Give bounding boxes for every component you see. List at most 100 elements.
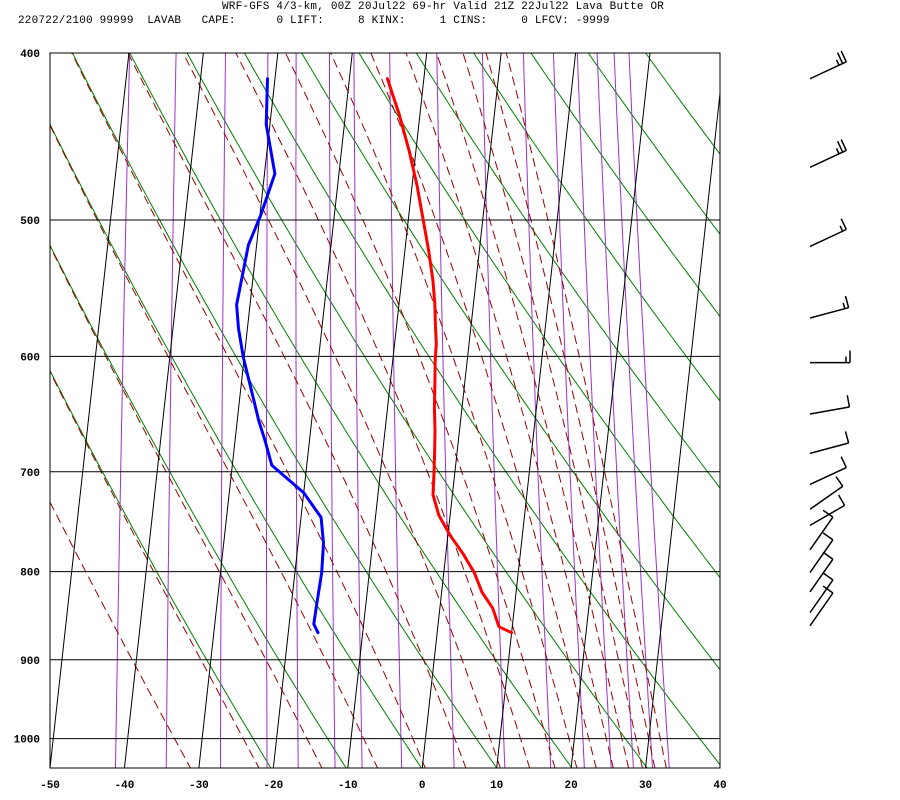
wind-barb <box>809 572 834 614</box>
isotherm-line <box>645 89 720 768</box>
dry-adiabat-line <box>644 53 720 155</box>
wind-barb-shaft <box>809 592 834 627</box>
chart-title-line-2: 220722/2100 99999 LAVAB CAPE: 0 LIFT: 8 … <box>18 15 610 27</box>
isotherm-line <box>50 53 130 768</box>
wind-barb-feather <box>840 139 847 151</box>
wind-barb <box>809 395 851 415</box>
wind-barb-feather <box>844 295 850 308</box>
wind-barb <box>809 494 846 527</box>
x-tick-label: -30 <box>189 780 209 792</box>
x-tick-label: -50 <box>40 780 60 792</box>
mixing-ratio-line <box>436 53 455 768</box>
dry-adiabat-line <box>50 369 272 768</box>
wind-barb <box>809 218 847 248</box>
moist-adiabat-line <box>50 124 379 768</box>
wind-barb-feather <box>822 585 834 594</box>
wind-barb-shaft <box>809 466 847 486</box>
wind-barb-feather <box>840 456 847 468</box>
wind-barb-feather <box>840 218 847 230</box>
mixing-ratio-line <box>552 53 585 768</box>
mixing-ratio-line <box>266 53 269 768</box>
wind-barb-shaft <box>809 558 834 593</box>
sounding-profiles <box>235 77 514 635</box>
moist-adiabat-line <box>505 53 667 768</box>
moist-adiabat-line <box>50 245 323 768</box>
wind-barb-feather <box>840 50 847 63</box>
mixing-ratio-line <box>165 53 177 768</box>
dewpoint-profile-line <box>235 77 325 635</box>
pressure-tick-label: 700 <box>20 468 40 480</box>
isotherm-line <box>272 53 353 768</box>
wind-barb <box>809 532 834 574</box>
wind-barb-shaft <box>809 306 849 319</box>
dry-adiabat-line <box>129 53 573 768</box>
isotherm-line <box>123 53 204 768</box>
mixing-ratio-line <box>481 53 506 768</box>
moist-adiabat-line <box>370 53 597 768</box>
moist-adiabat-line <box>50 370 260 768</box>
isotherm-line <box>570 53 651 768</box>
dry-adiabat-line <box>71 53 498 768</box>
dry-adiabat-line <box>473 53 720 402</box>
x-tick-label: -40 <box>115 780 135 792</box>
wind-barb-shaft <box>809 61 847 80</box>
x-tick-label: 40 <box>713 780 726 792</box>
wind-barb-shaft <box>809 516 834 551</box>
wind-barb <box>809 456 847 486</box>
wind-barb <box>809 585 834 627</box>
dry-adiabat-line <box>587 53 720 235</box>
wind-barb-shaft <box>809 504 845 527</box>
wind-barb-shaft <box>809 406 850 415</box>
mixing-ratio-line <box>219 53 227 768</box>
wind-barb <box>809 509 834 551</box>
dry-adiabat-line <box>301 53 720 671</box>
wind-barb-feather <box>822 509 834 518</box>
isotherm-line <box>496 53 577 768</box>
x-tick-label: -20 <box>263 780 283 792</box>
wind-barbs <box>809 50 851 627</box>
wind-barb <box>809 431 850 455</box>
isotherm-line <box>719 763 720 768</box>
moist-adiabat-line <box>405 53 614 768</box>
moist-adiabat-line <box>71 53 426 768</box>
wind-barb <box>809 350 851 364</box>
moist-adiabat-line <box>435 53 630 768</box>
wind-barb-half-feather <box>835 59 840 66</box>
moist-adiabat-line <box>330 53 578 768</box>
wind-barb <box>809 551 834 593</box>
dry-adiabat-line <box>415 53 720 489</box>
mixing-ratio-line <box>522 53 552 768</box>
pressure-tick-label: 400 <box>20 49 40 61</box>
x-tick-label: 20 <box>565 780 578 792</box>
wind-barb-half-feather <box>839 225 844 232</box>
wind-barb-feather <box>822 532 834 541</box>
wind-barb-feather <box>836 140 844 153</box>
wind-barb <box>809 139 847 168</box>
dry-adiabat-line <box>50 244 347 768</box>
moist-adiabat-line <box>462 53 643 768</box>
wind-barb-shaft <box>809 228 847 248</box>
x-tick-label: -10 <box>338 780 358 792</box>
x-tick-label: 30 <box>639 780 652 792</box>
wind-barb-feather <box>846 395 851 408</box>
mixing-ratio-lines <box>114 53 670 768</box>
wind-barb-shaft <box>809 579 834 614</box>
chart-title-line-1: WRF-GFS 4/3-km, 00Z 20Jul22 69-hr Valid … <box>222 1 665 13</box>
wind-barb-shaft <box>809 442 849 455</box>
wind-barb-feather <box>835 476 844 487</box>
wind-barb-shaft <box>809 149 847 168</box>
moist-adiabats <box>50 53 667 768</box>
wind-barb <box>809 476 844 510</box>
wind-barb-shaft <box>809 539 834 574</box>
wind-barb-feather <box>844 431 850 444</box>
wind-barb <box>809 295 850 319</box>
pressure-tick-label: 600 <box>20 352 40 364</box>
pressure-tick-label: 1000 <box>14 735 40 747</box>
x-tick-label: 10 <box>490 780 503 792</box>
wind-barb-half-feather <box>835 147 840 155</box>
wind-barb-half-feather <box>842 302 846 309</box>
mixing-ratio-line <box>576 53 612 768</box>
pressure-tick-labels: 400 500 600 700 800 900 1000 <box>14 49 40 747</box>
moist-adiabat-line <box>235 53 531 768</box>
